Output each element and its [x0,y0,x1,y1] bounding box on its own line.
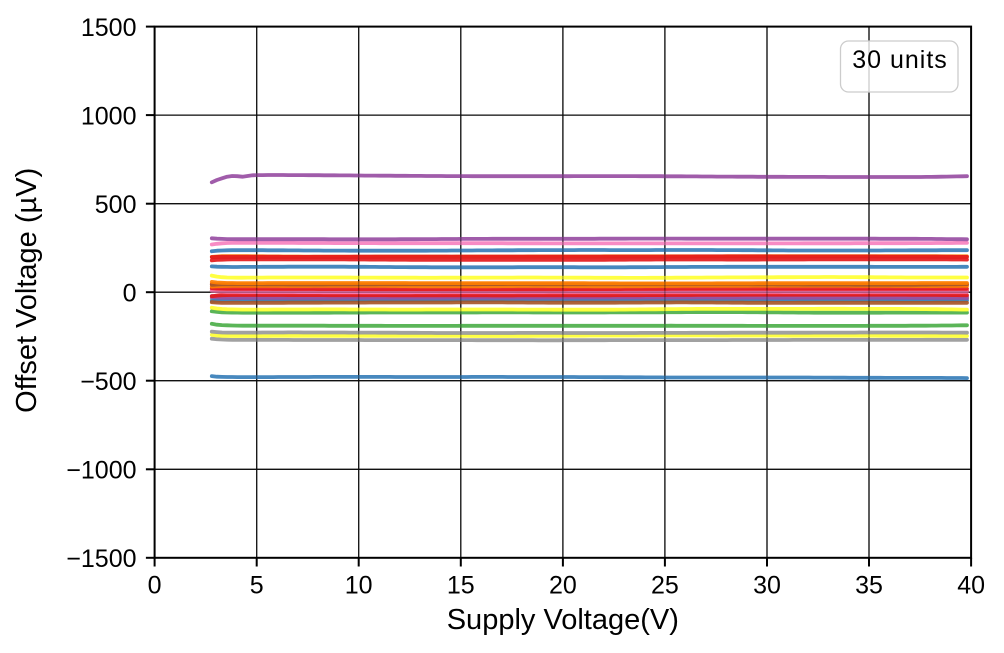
svg-text:−500: −500 [80,368,136,396]
svg-text:0: 0 [148,571,162,599]
svg-text:Supply Voltage(V): Supply Voltage(V) [447,604,679,636]
svg-text:0: 0 [123,279,137,307]
svg-text:10: 10 [345,571,373,599]
svg-text:Offset Voltage (µV): Offset Voltage (µV) [11,168,43,413]
svg-text:20: 20 [549,571,577,599]
svg-text:30: 30 [753,571,781,599]
svg-text:35: 35 [855,571,883,599]
svg-text:40: 40 [957,571,985,599]
svg-text:5: 5 [250,571,264,599]
svg-text:−1500: −1500 [66,545,136,573]
svg-text:25: 25 [651,571,679,599]
svg-text:15: 15 [447,571,475,599]
svg-text:1000: 1000 [81,102,137,130]
svg-text:1500: 1500 [81,14,137,42]
svg-text:30 units: 30 units [852,46,948,74]
svg-text:−1000: −1000 [66,457,136,485]
svg-text:500: 500 [95,191,137,219]
